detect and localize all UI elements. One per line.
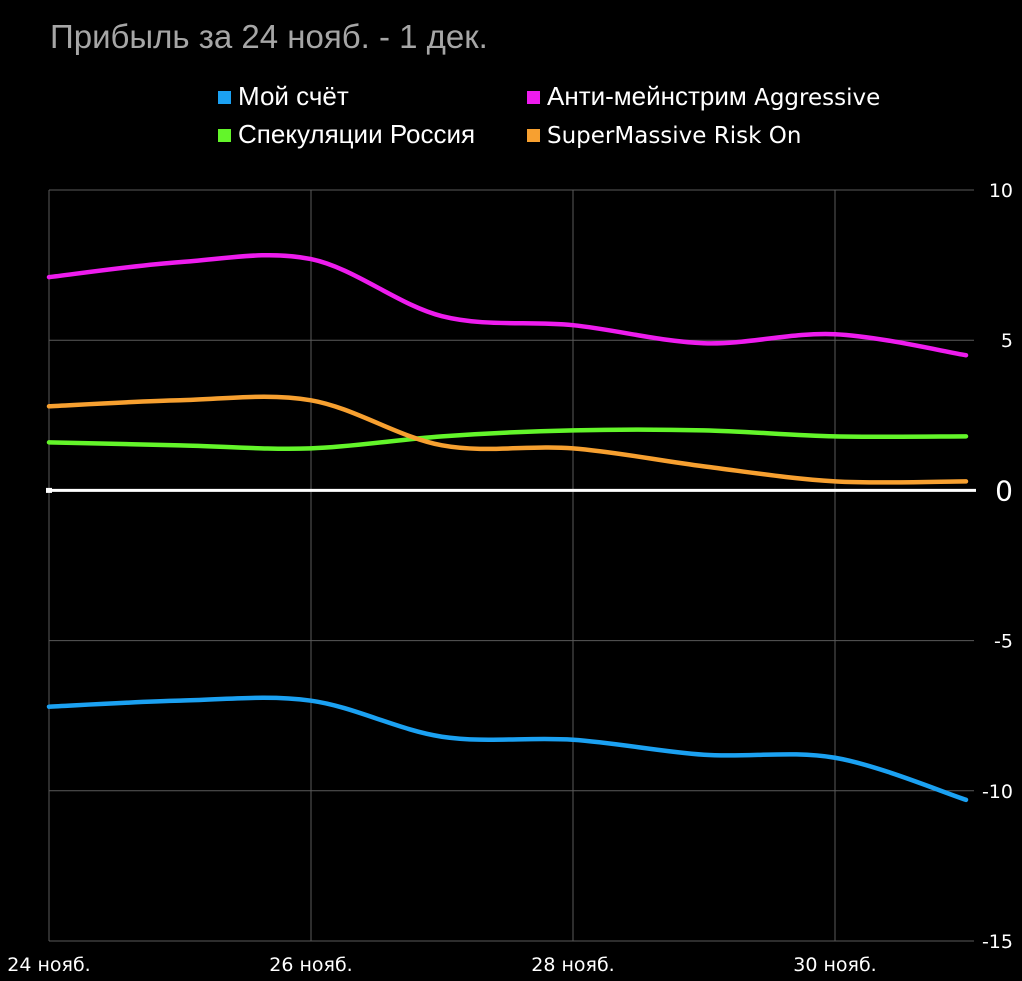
legend-label: Анти-мейнстрим Aggressive [547, 81, 880, 111]
chart-title: Прибыль за 24 нояб. - 1 дек. [50, 18, 488, 55]
chart-grid [46, 189, 976, 942]
x-tick-label: 24 нояб. [7, 954, 90, 976]
y-tick-label: -5 [994, 631, 1013, 653]
y-tick-label: -15 [982, 931, 1013, 953]
series-line-1 [46, 252, 969, 358]
legend-swatch [527, 91, 540, 104]
legend-label: Мой счёт [238, 81, 349, 111]
chart-legend: Мой счёт Анти-мейнстрим Aggressive Спекуля… [218, 81, 880, 149]
chart-series [46, 252, 969, 803]
y-tick-label: 10 [989, 180, 1013, 202]
x-tick-label: 26 нояб. [269, 954, 352, 976]
series-line-0 [46, 695, 969, 803]
chart-ticks: 10 5 0 -5 -10 -15 24 нояб. 26 нояб. 28 нояб. 30 н… [7, 180, 1013, 976]
y-tick-label: 5 [1001, 330, 1013, 352]
legend-label: Спекуляции Россия [238, 119, 475, 149]
legend-swatch [218, 91, 231, 104]
x-tick-label: 28 нояб. [531, 954, 614, 976]
legend-swatch [527, 129, 540, 142]
legend-swatch [218, 129, 231, 142]
legend-label: SuperMassive Risk On [547, 123, 801, 149]
y-tick-label: -10 [982, 781, 1013, 803]
series-line-3 [46, 394, 969, 485]
series-line-2 [46, 427, 969, 451]
y-tick-label: 0 [995, 474, 1013, 507]
x-tick-label: 30 нояб. [793, 954, 876, 976]
